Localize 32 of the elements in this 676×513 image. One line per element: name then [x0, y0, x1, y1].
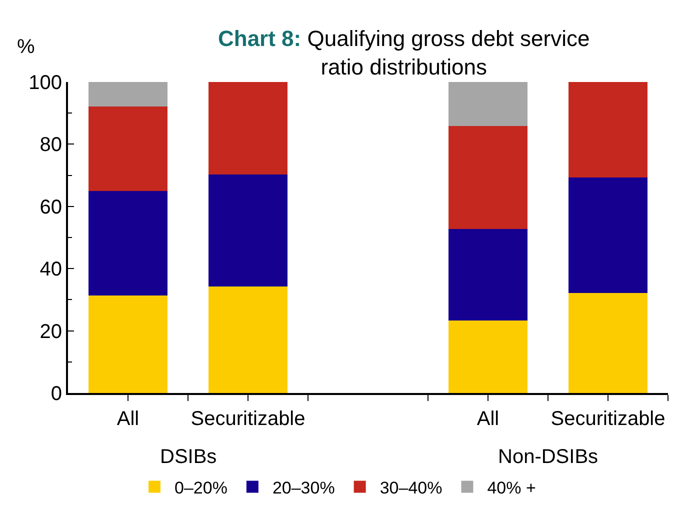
bar [568, 177, 648, 294]
text: DSIBs [160, 446, 217, 468]
x-tick-label: All [476, 408, 500, 430]
bar [448, 82, 528, 126]
y-tick-label: 60 [40, 196, 62, 218]
x-tick-label: Securitizable [550, 408, 666, 430]
legend-label: 30–40% [380, 478, 442, 498]
legend-label: 20–30% [272, 478, 335, 498]
bar [88, 106, 168, 192]
y-tick-label: 20 [40, 320, 62, 343]
bar [448, 126, 528, 230]
x-tick-label: All [116, 408, 140, 430]
y-tick-label: 80 [40, 134, 62, 156]
y-tick-label: 0 [50, 383, 62, 405]
y-axis-title: % [17, 36, 35, 58]
chart-title: Chart 8: Qualifying gross debt service ratio distributions [218, 26, 590, 80]
bar [208, 174, 288, 286]
bar [448, 320, 528, 393]
bar [208, 286, 288, 393]
bar [88, 82, 168, 107]
y-tick-label: 100 [28, 72, 62, 94]
legend-label: 0–20% [174, 478, 228, 498]
bar [88, 296, 168, 393]
bar [208, 82, 288, 175]
bar [448, 229, 528, 321]
bar [568, 293, 648, 393]
y-tick-label: 40 [40, 258, 62, 281]
text: Non-DSIBs [498, 446, 598, 468]
bar [88, 191, 168, 296]
legend-label: 40% + [487, 478, 536, 498]
x-tick-label: Securitizable [190, 408, 306, 430]
bar [568, 82, 648, 178]
